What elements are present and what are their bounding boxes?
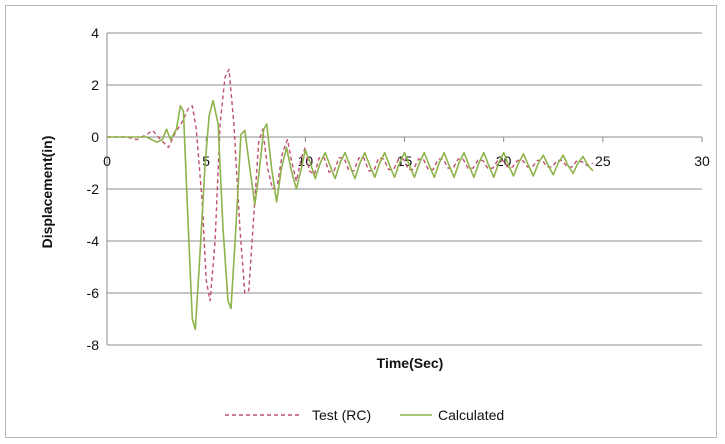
y-tick-label: -6 <box>87 285 100 301</box>
series-line-calculated <box>107 99 594 331</box>
y-tick-label: 2 <box>91 77 99 93</box>
x-tick-label: 30 <box>694 153 710 169</box>
y-axis-title: Displacement(in) <box>39 136 55 249</box>
x-axis-title: Time(Sec) <box>377 355 444 371</box>
gridlines <box>107 32 702 346</box>
series-line-test-rc <box>107 68 594 302</box>
legend: Test (RC) Calculated <box>225 407 504 423</box>
legend-label-calculated: Calculated <box>438 407 504 423</box>
series-lines <box>107 68 594 331</box>
legend-label-test-rc: Test (RC) <box>312 407 371 423</box>
x-tick-label: 0 <box>103 153 111 169</box>
y-tick-label: -8 <box>87 337 100 353</box>
axes <box>106 33 703 345</box>
chart-area <box>5 5 717 438</box>
y-tick-label: -4 <box>87 233 100 249</box>
x-tick-label: 25 <box>595 153 611 169</box>
x-tick-label: 5 <box>202 153 210 169</box>
y-tick-label: 0 <box>91 129 99 145</box>
y-tick-labels: 4 2 0 -2 -4 -6 -8 <box>87 25 100 353</box>
y-tick-label: -2 <box>87 181 100 197</box>
y-tick-label: 4 <box>91 25 99 41</box>
